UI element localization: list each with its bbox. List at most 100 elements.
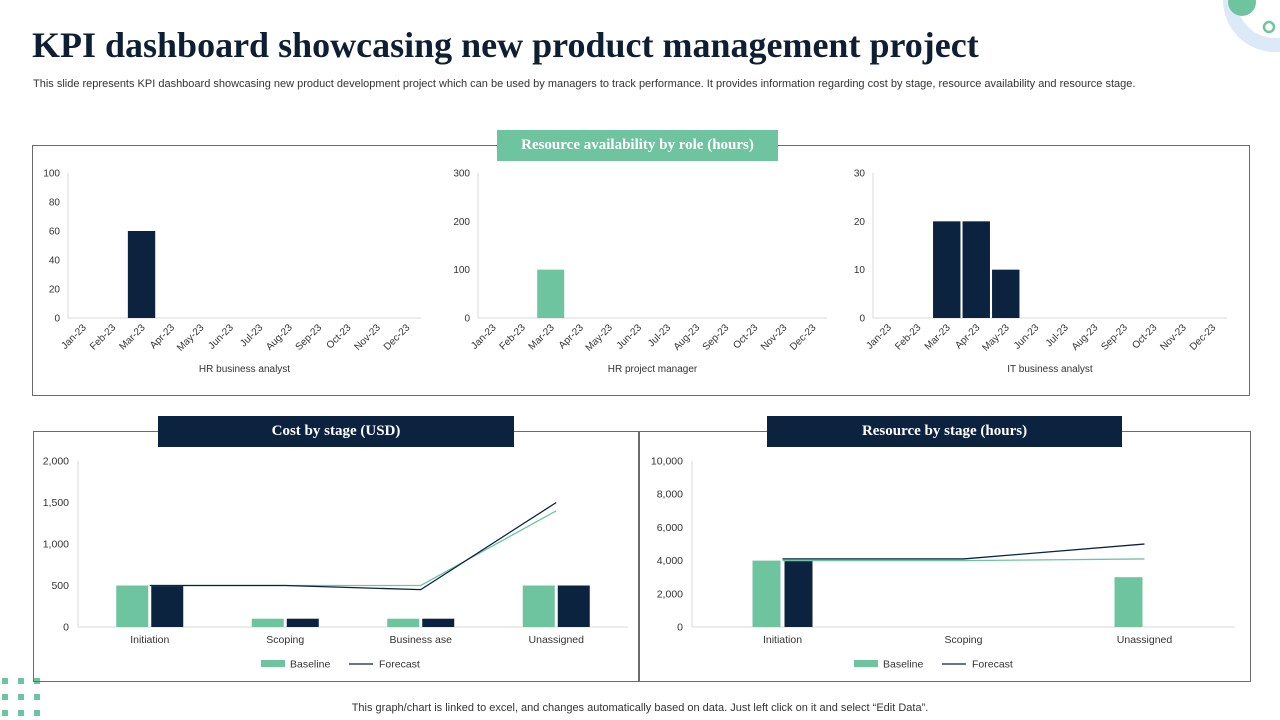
y-tick-label: 80 [49,198,61,209]
y-tick-label: 40 [49,256,61,267]
bar [992,269,1020,318]
x-tick-label: Initiation [130,634,169,646]
x-tick-label: Scoping [266,634,304,646]
bar-forecast [151,585,184,627]
x-tick-label: Aug-23 [672,322,703,353]
x-tick-label: Apr-23 [953,322,982,351]
y-tick-label: 2,000 [43,456,69,468]
x-tick-label: Dec-23 [788,322,819,353]
x-tick-label: Dec-23 [1188,322,1219,353]
x-tick-label: Feb-23 [88,322,118,352]
bar-forecast [784,560,813,627]
x-tick-label: Feb-23 [893,322,923,352]
x-tick-label: Jun-23 [1012,322,1042,352]
x-axis-title: HR business analyst [199,364,290,375]
chart-cost-by-stage: 0 500 1,000 1,500 2,000 Initiation Scoping Busi… [43,456,628,671]
x-tick-label: Mar-23 [527,322,557,352]
line-baseline [149,510,557,587]
x-tick-label: Oct-23 [731,322,760,351]
x-tick-label: May-23 [981,322,1013,354]
y-tick-label: 30 [854,169,866,180]
y-tick-label: 10 [854,265,866,276]
legend-label-baseline: Baseline [290,659,330,671]
y-tick-label: 2,000 [657,588,683,600]
x-tick-label: Apr-23 [557,322,586,351]
y-tick-label: 60 [49,227,61,238]
x-axis-title: IT business analyst [1007,364,1093,375]
legend-label-forecast: Forecast [379,659,420,671]
bar-baseline [251,618,284,627]
x-tick-label: Jan-23 [864,322,894,352]
y-tick-label: 20 [854,217,866,228]
line-forecast [782,543,1145,560]
x-tick-label: Jul-23 [1044,322,1071,349]
bar-baseline [522,585,555,627]
x-tick-label: Oct-23 [1130,322,1159,351]
bar-baseline [1114,577,1143,627]
x-tick-label: Unassigned [529,634,585,646]
y-tick-label: 8,000 [657,489,683,501]
x-tick-label: Nov-23 [759,322,790,353]
y-tick-label: 0 [464,314,470,325]
resource-stage-panel: 0 2,000 4,000 6,000 8,000 10,000 Initiation Sco… [638,431,1251,682]
x-tick-label: Mar-23 [923,322,953,352]
legend-label-baseline: Baseline [883,659,923,671]
x-tick-label: Sep-23 [701,322,732,353]
page-title: KPI dashboard showcasing new product man… [32,25,979,65]
bar [933,221,961,318]
corner-dot [1228,0,1256,16]
bar-baseline [387,618,420,627]
x-tick-label: Jun-23 [615,322,645,352]
x-tick-label: May-23 [584,322,616,354]
y-tick-label: 0 [54,314,60,325]
bar-forecast [557,585,590,627]
resource-stage-header: Resource by stage (hours) [767,416,1122,447]
y-tick-label: 1,000 [43,539,69,551]
x-tick-label: Jun-23 [207,322,237,352]
y-tick-label: 0 [63,622,69,634]
legend-swatch-baseline [261,660,285,667]
line-baseline [782,558,1145,562]
x-tick-label: Dec-23 [382,322,413,353]
x-tick-label: Jul-23 [646,322,673,349]
bar [962,221,990,318]
y-tick-label: 0 [677,622,683,634]
line-forecast [149,501,557,591]
y-tick-label: 500 [51,580,69,592]
bar-baseline [116,585,149,627]
legend-swatch-baseline [854,660,878,667]
bar [127,231,156,318]
y-tick-label: 6,000 [657,522,683,534]
x-tick-label: Sep-23 [294,322,325,353]
y-tick-label: 100 [43,169,60,180]
x-tick-label: Business ase [390,634,453,646]
y-tick-label: 0 [859,314,865,325]
chart-hr-business-analyst: 0 20 40 60 80 100 Jan-23 Feb-23 Mar-23 Apr-23May-… [43,169,421,375]
availability-header: Resource availability by role (hours) [497,130,778,161]
availability-panel: 0 20 40 60 80 100 Jan-23 Feb-23 Mar-23 Apr-23 May-… [32,145,1250,396]
bar-forecast [286,618,319,627]
x-tick-label: Jan-23 [469,322,499,352]
y-tick-label: 300 [453,169,470,180]
x-tick-label: Aug-23 [1070,322,1101,353]
chart-resource-by-stage: 0 2,000 4,000 6,000 8,000 10,000 Initiation Sco… [651,456,1235,671]
x-tick-label: Jul-23 [238,322,265,349]
corner-ring [1223,0,1280,52]
y-tick-label: 20 [49,285,61,296]
cost-header: Cost by stage (USD) [158,416,514,447]
bar-forecast [422,618,455,627]
x-tick-label: Initiation [763,634,802,646]
x-tick-label: Apr-23 [148,322,177,351]
x-tick-label: Sep-23 [1099,322,1130,353]
y-tick-label: 4,000 [657,555,683,567]
page-subtitle: This slide represents KPI dashboard show… [33,78,1136,90]
y-tick-label: 10,000 [651,456,683,468]
x-tick-label: Unassigned [1117,634,1173,646]
y-tick-label: 100 [453,265,470,276]
x-tick-label: Jan-23 [59,322,89,352]
y-tick-label: 1,500 [43,497,69,509]
footer-note: This graph/chart is linked to excel, and… [351,702,929,714]
x-tick-label: May-23 [175,322,207,354]
